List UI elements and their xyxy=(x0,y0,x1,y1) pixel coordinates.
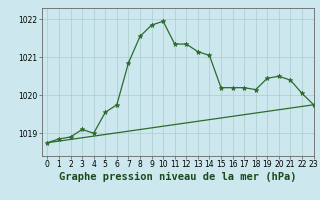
X-axis label: Graphe pression niveau de la mer (hPa): Graphe pression niveau de la mer (hPa) xyxy=(59,172,296,182)
